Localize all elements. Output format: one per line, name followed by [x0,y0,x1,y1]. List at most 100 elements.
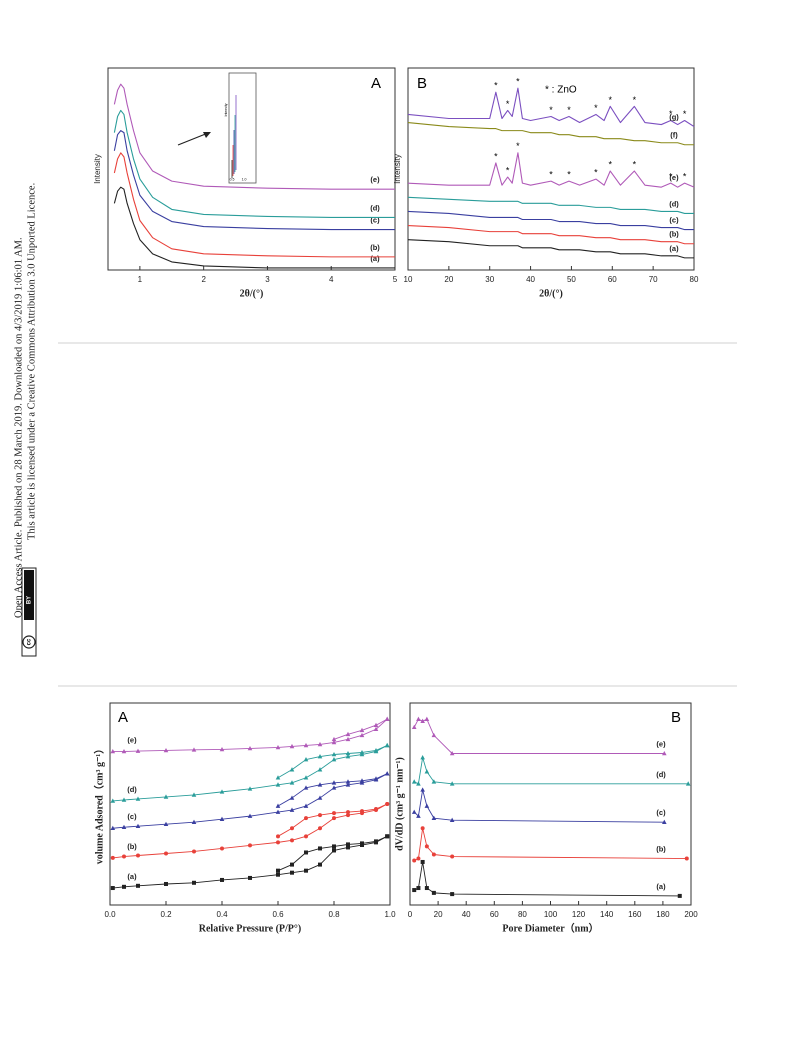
point [219,816,225,821]
point [684,856,689,861]
point [662,819,667,824]
point [685,781,691,786]
point [135,748,141,753]
point [290,862,294,867]
series-line [113,109,395,219]
point [331,739,337,745]
x-tick-label: 3 [265,275,270,284]
peak-marker: * [494,151,498,161]
point [332,848,336,853]
point [110,825,116,831]
series-label: (d) [656,770,666,779]
point [318,813,322,818]
x-axis-label: 2θ/(°) [539,288,563,299]
point [276,872,280,877]
point [110,886,115,891]
series-line [113,186,395,269]
point [373,747,379,753]
point [449,751,455,756]
x-tick-label: 180 [656,910,670,919]
plot-frame [409,702,692,906]
point [317,795,323,800]
series-line [407,196,694,214]
x-tick-label: 1 [138,275,143,284]
chart: 0.0 0.2 0.4 0.6 0.8 1.0 A Relative Pressure (P/… [92,702,396,934]
point [374,807,378,812]
point [385,802,390,806]
point [346,845,350,850]
plot-frame [407,67,695,271]
x-axis-label: Relative Pressure (P/P°) [199,923,302,934]
sidebar-line: Open Access Article. Published on 28 Mar… [13,237,24,618]
point [331,752,337,757]
series-line [407,121,694,146]
point [411,724,417,730]
series-label: (c) [669,216,679,225]
point [192,849,196,854]
point [411,809,417,814]
point [121,824,127,830]
series-line [414,861,680,897]
point [317,754,323,759]
point [411,779,417,784]
chart: 1 2 3 4 5 A 2θ/(°) Intensity (a) (b) (c) (d) (e) [93,67,398,299]
badge-by: BY [27,596,33,604]
point [191,747,197,752]
point [360,841,364,846]
x-tick-label: 120 [572,910,586,919]
point [303,757,309,762]
point [191,792,197,797]
x-tick-label: 5 [393,275,398,284]
series-line [112,745,388,802]
x-tick-label: 80 [518,910,527,919]
x-tick-label: 40 [526,275,535,284]
series-label: (a) [669,244,679,253]
x-tick-label: 4 [329,275,334,284]
point [450,892,455,897]
point [424,716,430,721]
badge-fill [24,570,34,620]
x-tick-label: 200 [684,910,698,919]
point [303,775,309,780]
sidebar-line: This article is licensed under a Creativ… [26,183,37,540]
point [431,852,436,857]
series-label: (g) [669,113,679,122]
point [450,854,455,859]
peak-marker: * [516,77,520,87]
peak-marker: * [633,95,637,105]
peak-marker: * [608,95,612,105]
point [373,726,379,732]
point [346,810,350,815]
x-tick-label: 100 [544,910,558,919]
point [135,796,141,801]
plot-frame [109,702,391,906]
peak-marker: * [567,105,571,115]
point [385,834,390,839]
chart: 0 20 40 60 80 100 120 140 160 180 200 B Pore Diamete… [394,702,698,934]
peak-marker: * [506,165,510,175]
point [412,858,417,863]
point [248,875,252,880]
point [416,716,421,721]
point [420,859,425,864]
point [359,732,365,738]
point [304,834,308,839]
x-tick-label: 0.8 [328,910,340,919]
point [345,779,351,784]
point [332,816,336,821]
peak-marker: * [669,109,673,119]
point [247,745,253,751]
point [164,851,168,856]
point [345,754,351,759]
point [332,844,336,849]
point [122,854,126,859]
point [331,736,337,742]
series-line [112,773,388,829]
y-axis-label: volume Adsored（cm³ g⁻¹） [92,744,105,865]
point [163,794,169,799]
series-label: (b) [669,230,679,239]
point [359,749,365,755]
point [424,844,429,849]
point [345,751,351,756]
